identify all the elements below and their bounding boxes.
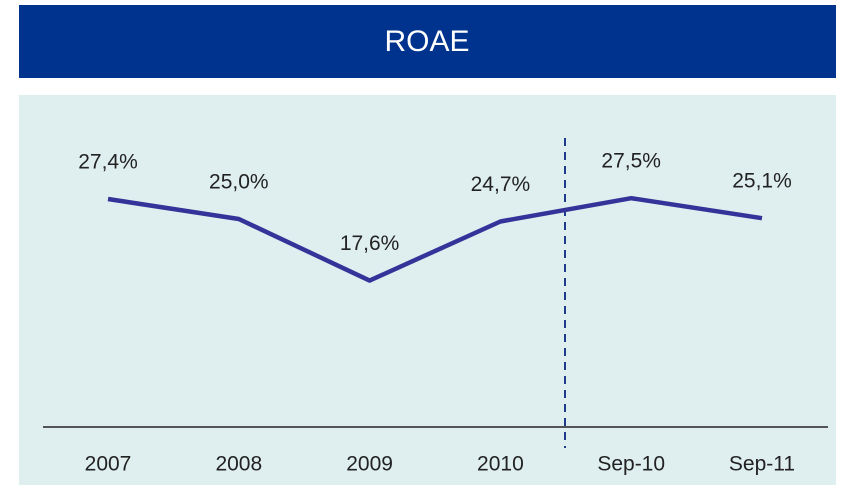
x-tick-label: 2010	[477, 453, 524, 476]
data-label: 27,4%	[78, 151, 138, 174]
x-tick-label: Sep-10	[597, 453, 665, 476]
data-label: 27,5%	[601, 150, 661, 173]
x-tick-label: 2009	[346, 453, 393, 476]
plot-area	[19, 95, 836, 485]
data-label: 25,1%	[732, 170, 792, 193]
x-tick-label: 2008	[215, 453, 262, 476]
x-tick-label: Sep-11	[729, 453, 795, 476]
data-label: 24,7%	[471, 173, 531, 196]
title-bar	[19, 5, 836, 78]
chart-title: ROAE	[384, 25, 469, 58]
data-label: 25,0%	[209, 171, 269, 194]
data-label: 17,6%	[340, 232, 400, 255]
line-series	[107, 195, 763, 283]
x-tick-label: 2007	[85, 453, 132, 476]
